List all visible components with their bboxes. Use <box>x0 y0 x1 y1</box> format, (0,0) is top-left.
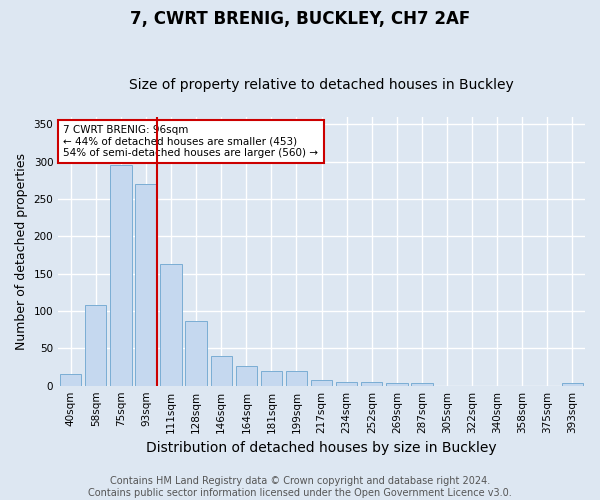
Bar <box>386 384 407 386</box>
Bar <box>286 372 307 386</box>
Bar <box>411 384 433 386</box>
Text: Contains HM Land Registry data © Crown copyright and database right 2024.
Contai: Contains HM Land Registry data © Crown c… <box>88 476 512 498</box>
Bar <box>211 356 232 386</box>
Bar <box>136 184 157 386</box>
Bar <box>110 166 131 386</box>
Title: Size of property relative to detached houses in Buckley: Size of property relative to detached ho… <box>129 78 514 92</box>
X-axis label: Distribution of detached houses by size in Buckley: Distribution of detached houses by size … <box>146 441 497 455</box>
Bar <box>562 384 583 386</box>
Bar <box>236 366 257 386</box>
Bar <box>85 305 106 386</box>
Bar <box>336 382 358 386</box>
Text: 7, CWRT BRENIG, BUCKLEY, CH7 2AF: 7, CWRT BRENIG, BUCKLEY, CH7 2AF <box>130 10 470 28</box>
Bar <box>361 382 382 386</box>
Text: 7 CWRT BRENIG: 96sqm
← 44% of detached houses are smaller (453)
54% of semi-deta: 7 CWRT BRENIG: 96sqm ← 44% of detached h… <box>64 125 319 158</box>
Bar <box>160 264 182 386</box>
Bar <box>185 322 207 386</box>
Bar <box>261 372 282 386</box>
Bar <box>60 374 82 386</box>
Y-axis label: Number of detached properties: Number of detached properties <box>15 152 28 350</box>
Bar <box>311 380 332 386</box>
